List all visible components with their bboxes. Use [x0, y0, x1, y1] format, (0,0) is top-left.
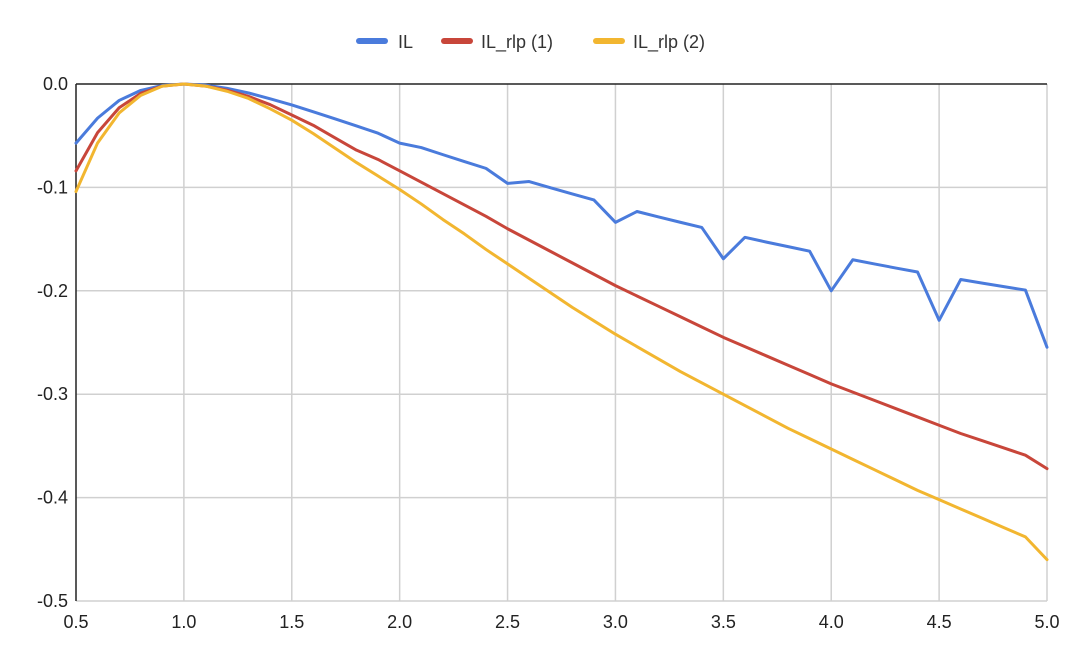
x-tick-label: 1.0 [171, 612, 196, 632]
legend-label-1: IL [398, 32, 413, 52]
y-tick-label: 0.0 [43, 74, 68, 94]
y-tick-label: -0.5 [37, 591, 68, 611]
series-line-1 [74, 82, 1049, 349]
legend: IL IL_rlp (1) IL_rlp (2) [356, 32, 705, 53]
y-tick-label: -0.1 [37, 177, 68, 197]
legend-label-3: IL_rlp (2) [633, 32, 705, 53]
x-tick-label: 1.5 [279, 612, 304, 632]
y-tick-label: -0.3 [37, 384, 68, 404]
legend-label-2: IL_rlp (1) [481, 32, 553, 53]
x-tick-label: 4.0 [819, 612, 844, 632]
x-tick-label: 2.0 [387, 612, 412, 632]
x-tick-label: 0.5 [63, 612, 88, 632]
series-line-2 [74, 82, 1049, 471]
x-tick-label: 3.0 [603, 612, 628, 632]
y-tick-labels: 0.0 -0.1 -0.2 -0.3 -0.4 -0.5 [37, 74, 68, 611]
y-tick-label: -0.4 [37, 488, 68, 508]
x-tick-labels: 0.5 1.0 1.5 2.0 2.5 3.0 3.5 4.0 4.5 5.0 [63, 612, 1059, 632]
series-line-3 [74, 82, 1049, 562]
axes [75, 83, 1047, 601]
x-tick-label: 3.5 [711, 612, 736, 632]
grid-lines [76, 84, 1048, 602]
x-tick-label: 2.5 [495, 612, 520, 632]
series-lines [74, 82, 1049, 562]
x-tick-label: 5.0 [1034, 612, 1059, 632]
x-tick-label: 4.5 [927, 612, 952, 632]
y-tick-label: -0.2 [37, 281, 68, 301]
